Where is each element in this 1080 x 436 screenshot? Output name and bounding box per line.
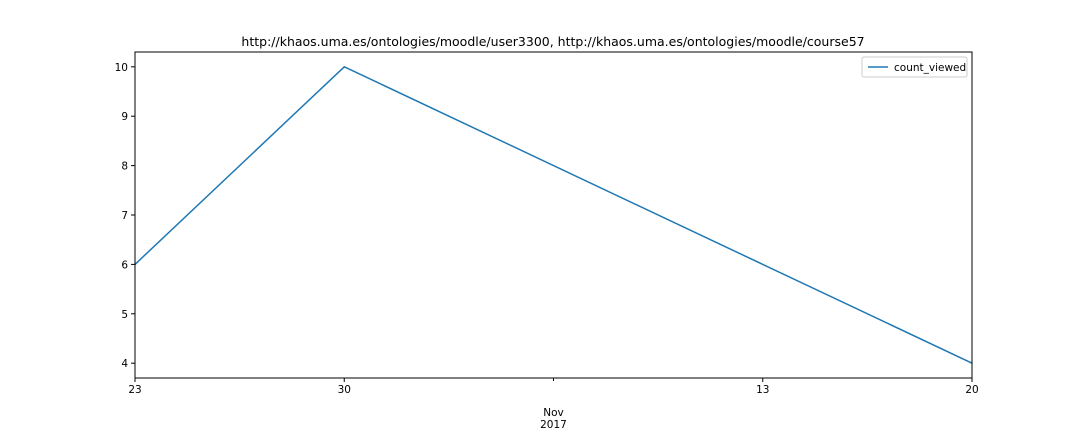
y-tick-label: 9 <box>121 111 128 123</box>
plot-frame <box>134 51 973 379</box>
y-tick-label: 10 <box>115 62 128 74</box>
y-tick-label: 7 <box>121 210 128 222</box>
x-year-label: 2017 <box>540 419 567 431</box>
y-tick-label: 5 <box>121 309 128 321</box>
y-tick-label: 6 <box>121 259 128 271</box>
plot-lines <box>134 66 973 364</box>
x-tick-label: 30 <box>338 384 351 396</box>
legend: count_viewed <box>861 56 968 78</box>
y-tick-label: 4 <box>121 358 128 370</box>
chart-title: http://khaos.uma.es/ontologies/moodle/us… <box>241 34 864 49</box>
x-month-label: Nov <box>543 407 564 419</box>
legend-label: count_viewed <box>894 62 966 74</box>
x-tick-label: 13 <box>756 384 769 396</box>
x-tick-label: 23 <box>128 384 141 396</box>
y-axis: 4 5 6 7 8 9 10 <box>115 62 135 370</box>
x-axis: 23 30 13 20 <box>128 378 979 396</box>
legend-box <box>861 56 968 78</box>
x-tick-label: 20 <box>965 384 978 396</box>
series-line-count-viewed <box>134 66 973 364</box>
y-tick-label: 8 <box>121 161 128 173</box>
